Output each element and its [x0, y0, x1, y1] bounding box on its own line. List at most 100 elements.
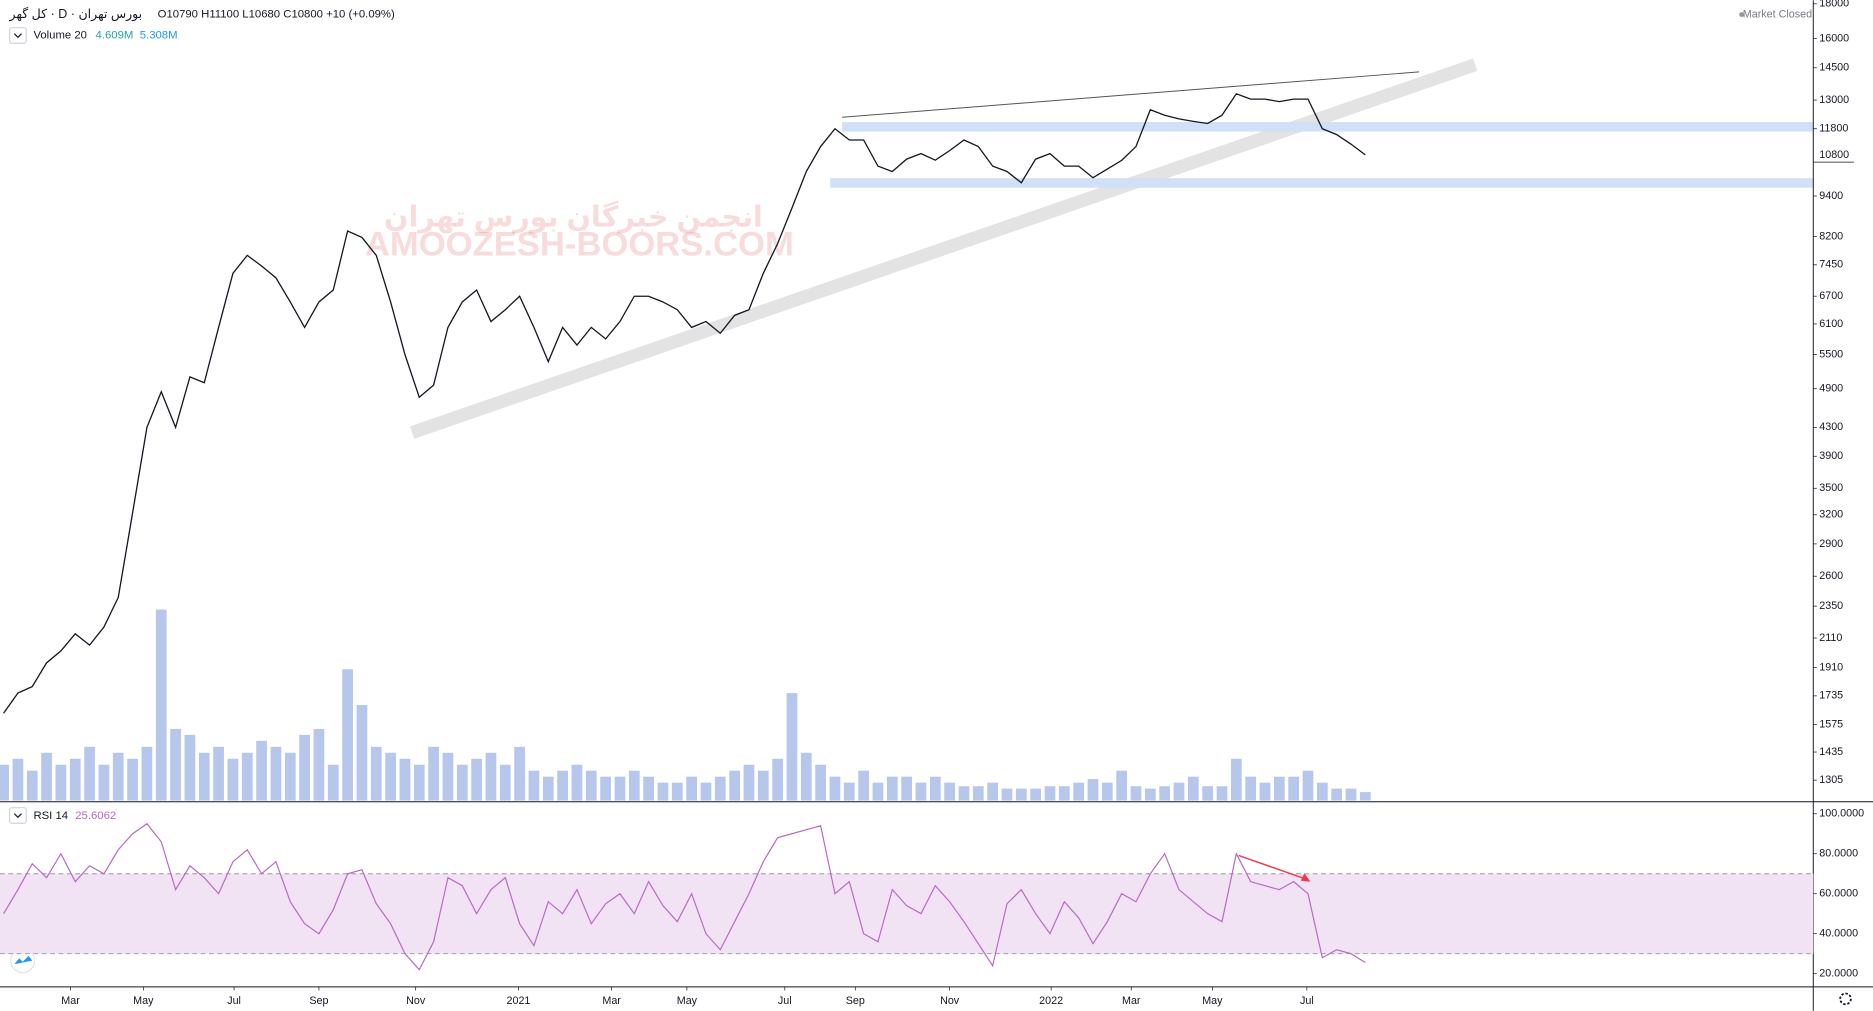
volume-bar	[1159, 786, 1171, 801]
y-tick-label: 6700	[1819, 290, 1843, 302]
volume-bar	[1001, 788, 1013, 801]
volume-bar	[643, 776, 654, 801]
volume-bar	[1245, 776, 1257, 801]
volume-bar	[499, 764, 511, 801]
volume-bar	[1273, 776, 1285, 801]
volume-bar	[413, 764, 425, 801]
volume-bar	[184, 734, 196, 801]
volume-bar	[542, 776, 554, 801]
volume-bar	[1216, 786, 1228, 801]
volume-bar	[743, 764, 755, 801]
volume-bar	[700, 782, 712, 801]
volume-bar	[1173, 782, 1185, 801]
volume-bar	[241, 752, 253, 801]
volume-bar	[485, 752, 497, 801]
volume-bar	[356, 705, 368, 801]
volume-bar	[1044, 786, 1056, 801]
collapse-icon	[13, 33, 22, 39]
volume-bar	[1087, 779, 1099, 801]
y-tick-label: 1910	[1819, 661, 1843, 673]
y-tick-label: 2600	[1819, 570, 1843, 582]
volume-bar	[514, 746, 525, 801]
volume-bar	[41, 752, 52, 801]
volume-bar	[1058, 786, 1070, 801]
volume-bar	[872, 782, 884, 801]
y-tick-label: 40.0000	[1819, 928, 1858, 940]
volume-bar	[213, 746, 224, 801]
volume-bar	[155, 609, 167, 801]
status-dot	[1739, 12, 1744, 17]
x-tick-label: 2021	[507, 995, 531, 1007]
collapse-button[interactable]	[8, 27, 27, 44]
low: L10680	[242, 9, 280, 21]
y-tick-label: 5500	[1819, 348, 1843, 360]
volume-ma-value: 5.308M	[140, 29, 178, 41]
volume-bar	[12, 758, 24, 801]
y-tick-label: 2900	[1819, 538, 1843, 550]
volume-bar	[370, 746, 382, 801]
volume-bar	[528, 770, 540, 801]
volume-bar	[800, 752, 812, 801]
volume-bar	[342, 669, 353, 801]
volume-bar	[442, 752, 454, 801]
rsi-band	[0, 873, 1814, 954]
volume-bar	[313, 728, 325, 801]
y-tick-label: 16000	[1819, 33, 1849, 45]
x-tick-label: May	[1202, 995, 1223, 1007]
volume-bar	[170, 728, 181, 801]
annotations: انجمن خبرگان بورس تهران AMOOZESH-BOORS.C…	[365, 58, 1814, 439]
volume-bar	[1130, 786, 1142, 801]
volume-bar	[815, 764, 827, 801]
support-zone	[830, 178, 1814, 188]
volume-bar	[256, 740, 267, 801]
volume-bar	[786, 693, 798, 801]
y-tick-label: 1435	[1819, 746, 1843, 758]
rsi-value: 25.6062	[75, 810, 116, 822]
volume-bar	[858, 770, 870, 801]
volume-bar	[1015, 788, 1027, 801]
y-tick-label: 4900	[1819, 383, 1843, 395]
volume-bar	[557, 770, 568, 801]
x-tick-label: Nov	[940, 995, 960, 1007]
y-tick-label: 2110	[1819, 632, 1842, 644]
x-tick-label: Mar	[61, 995, 80, 1007]
ohlc: O10790 H11100 L10680 C10800 +10 (+0.09%)	[158, 9, 395, 21]
arrow-head	[1300, 873, 1311, 882]
volume-bar	[428, 746, 439, 801]
y-tick-label: 7450	[1819, 259, 1843, 271]
y-tick-label: 11800	[1819, 123, 1848, 135]
volume-bar	[1116, 770, 1128, 801]
y-tick-label: 2350	[1819, 600, 1843, 612]
watermark: AMOOZESH-BOORS.COM	[365, 225, 794, 263]
volume-bar	[958, 786, 970, 801]
volume-bar	[284, 752, 296, 801]
x-tick-label: Sep	[846, 995, 865, 1007]
y-tick-label: 13000	[1819, 94, 1849, 106]
volume-bar	[385, 752, 396, 801]
volume-bar	[729, 770, 741, 801]
y-tick-label: 100.0000	[1819, 808, 1864, 820]
volume-bar	[585, 770, 597, 801]
settings-button[interactable]	[1839, 992, 1852, 1006]
volume-bar	[69, 758, 81, 801]
x-tick-label: Mar	[1122, 995, 1141, 1007]
arrow-line	[1238, 854, 1308, 881]
resistance-zone	[842, 122, 1814, 132]
volume-bar	[628, 770, 640, 801]
volume-bar	[98, 764, 110, 801]
volume-bar	[1030, 788, 1042, 801]
volume-bar	[671, 782, 683, 801]
volume-bar	[471, 758, 482, 801]
volume-bar	[600, 776, 611, 801]
volume-bar	[1144, 788, 1156, 801]
collapse-button[interactable]	[8, 807, 27, 824]
y-tick-label: 80.0000	[1819, 848, 1858, 860]
volume-bar	[127, 758, 138, 801]
volume-bar	[299, 734, 310, 801]
y-tick-label: 60.0000	[1819, 888, 1858, 900]
x-tick-label: May	[677, 995, 698, 1007]
high: H11100	[201, 9, 239, 21]
